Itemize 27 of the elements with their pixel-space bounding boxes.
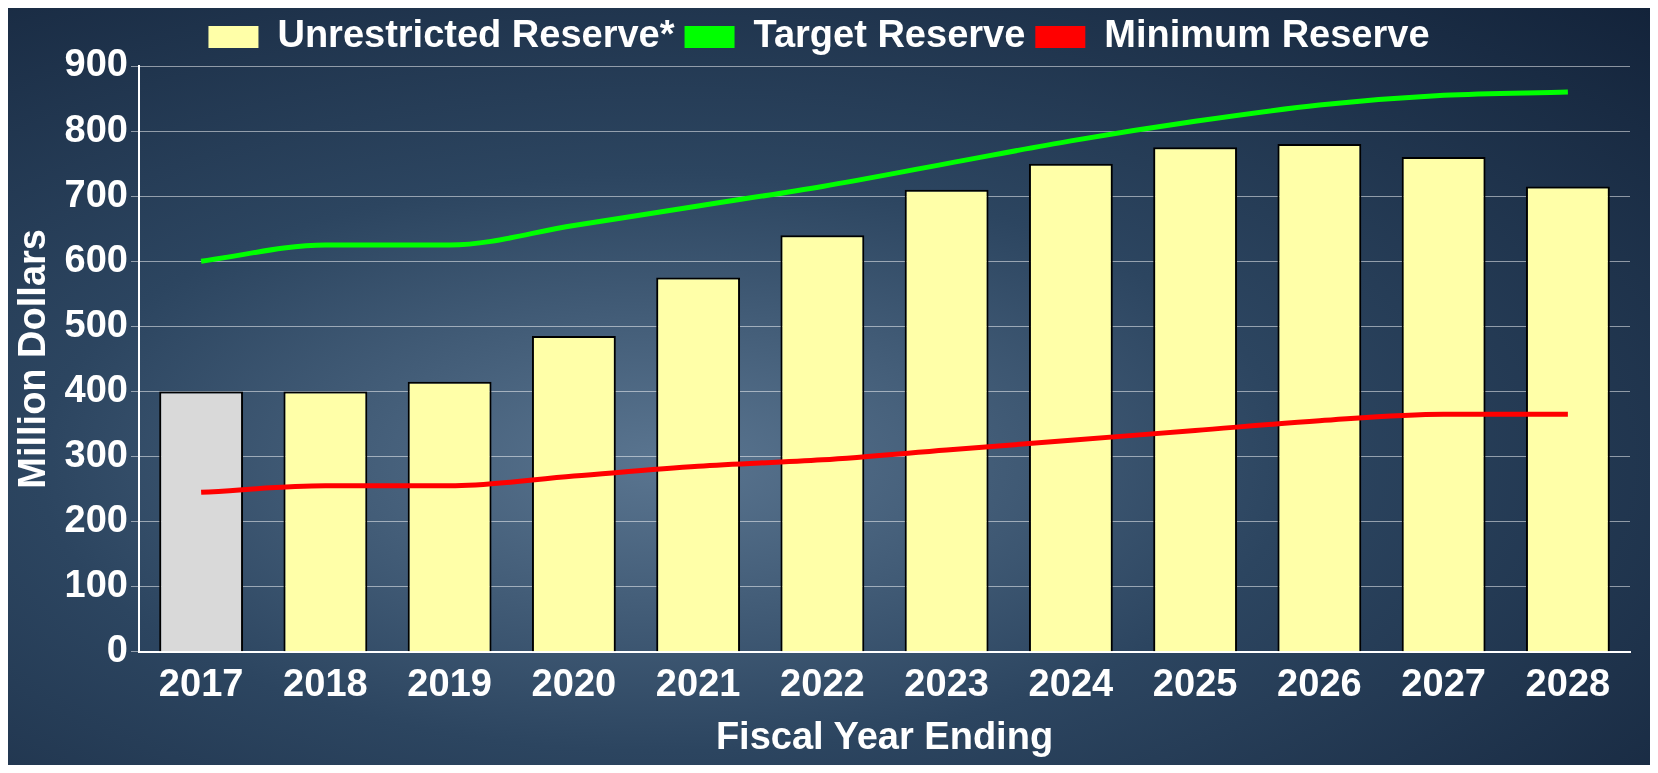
x-tick-label: 2018	[283, 662, 368, 705]
x-tick-label: 2028	[1525, 662, 1611, 705]
y-tick-label: 800	[64, 107, 128, 150]
x-tick-label: 2024	[1028, 662, 1114, 705]
x-tick-label: 2022	[780, 662, 865, 705]
legend-label: Minimum Reserve	[1104, 13, 1430, 56]
y-axis-title: Million Dollars	[11, 229, 54, 489]
y-tick-label: 500	[64, 302, 128, 345]
legend-label: Unrestricted Reserve*	[277, 13, 675, 56]
y-tick-label: 300	[64, 433, 128, 476]
y-tick-label: 600	[64, 237, 128, 280]
y-tick-label: 100	[64, 563, 128, 606]
y-tick-label: 200	[64, 498, 128, 541]
x-tick-label: 2023	[904, 662, 989, 705]
x-tick-label: 2020	[531, 662, 617, 705]
y-tick-label: 400	[64, 367, 128, 410]
x-tick-label: 2027	[1401, 662, 1486, 705]
y-tick-label: 0	[106, 628, 128, 671]
x-tick-label: 2017	[158, 662, 244, 705]
x-tick-label: 2025	[1152, 662, 1238, 705]
x-tick-label: 2019	[407, 662, 492, 705]
legend-label: Target Reserve	[753, 13, 1026, 56]
y-tick-label: 900	[64, 42, 128, 85]
x-tick-label: 2026	[1277, 662, 1362, 705]
y-tick-label: 700	[64, 172, 128, 215]
x-tick-label: 2021	[655, 662, 741, 705]
x-axis-title: Fiscal Year Ending	[715, 714, 1054, 757]
